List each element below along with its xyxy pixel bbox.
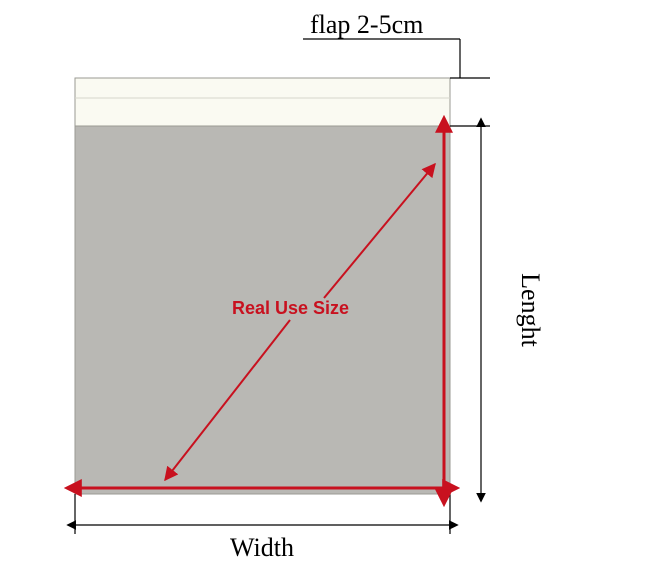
bag-dimension-diagram: flap 2-5cm Lenght Width Real Use Size [0, 0, 666, 588]
width-label: Width [230, 533, 294, 562]
flap-label: flap 2-5cm [310, 10, 423, 39]
real-use-size-label: Real Use Size [232, 298, 349, 318]
length-label: Lenght [516, 273, 545, 347]
bag-flap [75, 78, 450, 126]
